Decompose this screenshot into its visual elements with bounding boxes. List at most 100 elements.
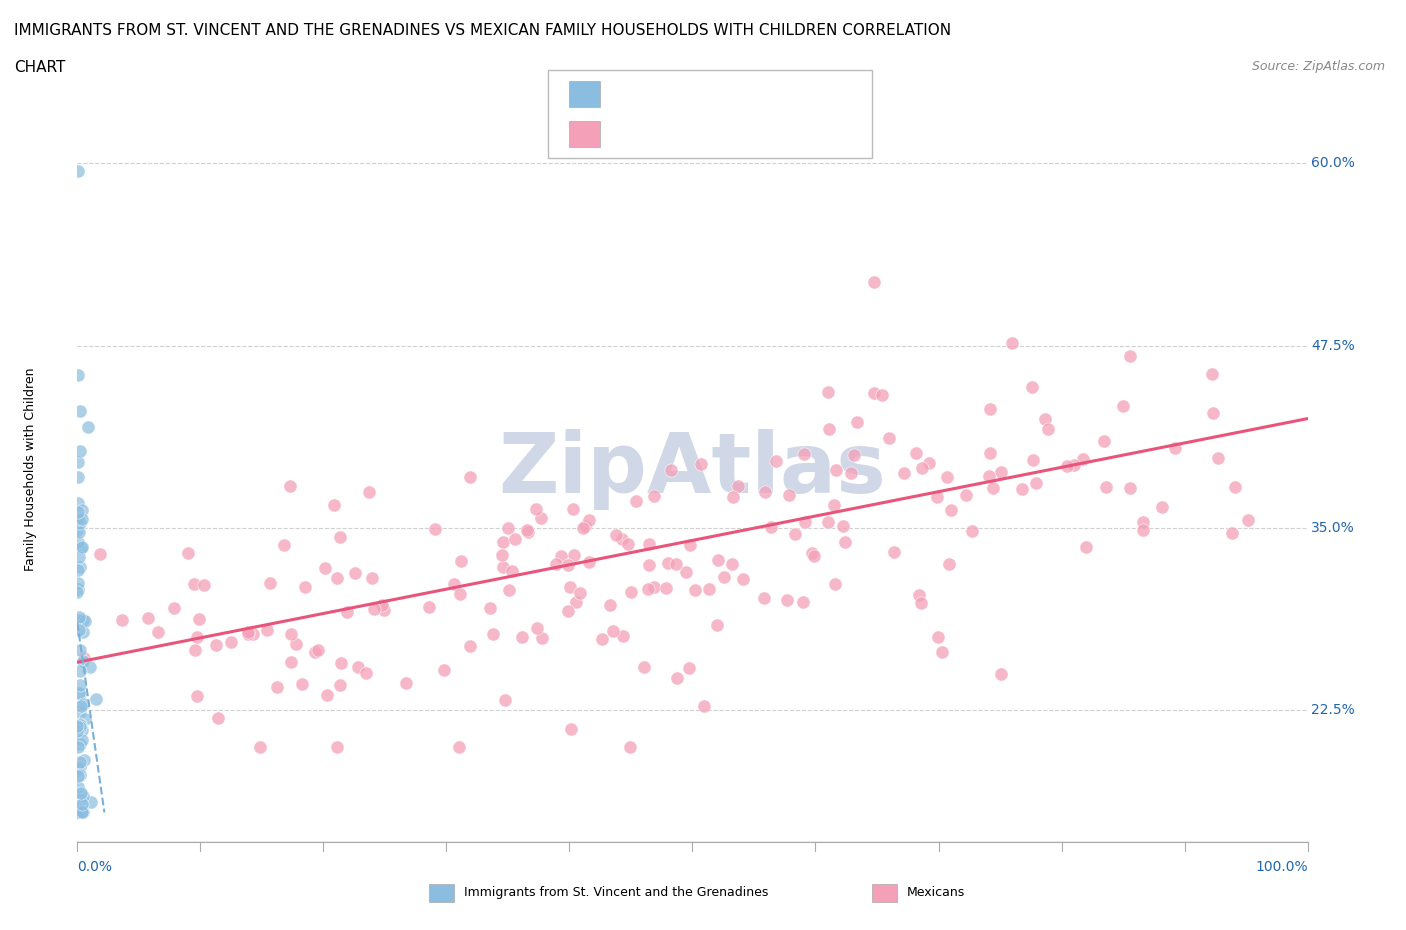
Point bbox=[776, 593, 799, 608]
Point bbox=[67, 512, 90, 526]
Point bbox=[67, 779, 90, 794]
Point bbox=[602, 623, 624, 638]
Point bbox=[498, 582, 520, 597]
Text: 35.0%: 35.0% bbox=[1312, 521, 1355, 535]
Point bbox=[72, 625, 94, 640]
Point bbox=[163, 601, 186, 616]
Point bbox=[273, 537, 295, 551]
Point bbox=[612, 532, 634, 547]
Point bbox=[578, 554, 600, 569]
Point bbox=[707, 553, 730, 568]
Point bbox=[66, 612, 89, 627]
Point bbox=[219, 635, 242, 650]
Point bbox=[817, 514, 839, 529]
Point bbox=[591, 631, 613, 646]
Point bbox=[361, 571, 384, 586]
Point bbox=[266, 680, 288, 695]
Point bbox=[205, 638, 228, 653]
Point bbox=[544, 556, 567, 571]
Point bbox=[66, 761, 89, 776]
Point bbox=[75, 711, 97, 726]
Point bbox=[69, 444, 91, 458]
Point bbox=[70, 805, 93, 820]
Point bbox=[562, 502, 585, 517]
Point bbox=[316, 687, 339, 702]
Point bbox=[713, 570, 735, 585]
Point bbox=[825, 463, 848, 478]
Point bbox=[1119, 349, 1142, 364]
Point bbox=[188, 611, 211, 626]
Point bbox=[69, 716, 91, 731]
Point bbox=[846, 415, 869, 430]
Point bbox=[395, 676, 418, 691]
Point bbox=[423, 522, 446, 537]
Point bbox=[721, 490, 744, 505]
Point bbox=[1206, 450, 1229, 465]
Point bbox=[831, 519, 853, 534]
Point bbox=[941, 502, 963, 517]
Point bbox=[643, 488, 665, 503]
Point bbox=[66, 495, 89, 510]
Point bbox=[111, 613, 134, 628]
Point bbox=[893, 466, 915, 481]
Point bbox=[359, 485, 381, 499]
Point bbox=[443, 577, 465, 591]
Text: 22.5%: 22.5% bbox=[1312, 703, 1355, 717]
Point bbox=[1201, 366, 1223, 381]
Point bbox=[356, 666, 378, 681]
Point bbox=[69, 755, 91, 770]
Point bbox=[834, 535, 856, 550]
Point bbox=[67, 535, 90, 550]
Point bbox=[678, 660, 700, 675]
Point bbox=[955, 487, 977, 502]
Point bbox=[557, 604, 579, 618]
Text: Mexicans: Mexicans bbox=[907, 886, 965, 899]
Point bbox=[617, 537, 640, 551]
Point bbox=[69, 705, 91, 720]
Point bbox=[883, 545, 905, 560]
Point bbox=[699, 581, 721, 596]
Point bbox=[605, 527, 627, 542]
Point bbox=[183, 577, 205, 591]
Point bbox=[242, 626, 264, 641]
Point bbox=[910, 595, 932, 610]
Point bbox=[1056, 458, 1078, 473]
Point bbox=[67, 505, 90, 520]
Point bbox=[184, 643, 207, 658]
Point bbox=[693, 698, 716, 713]
Point bbox=[599, 597, 621, 612]
Point bbox=[186, 688, 208, 703]
Point bbox=[817, 422, 839, 437]
Point bbox=[72, 512, 94, 526]
Point bbox=[66, 768, 89, 783]
Point bbox=[89, 547, 111, 562]
Point bbox=[1094, 433, 1116, 448]
Point bbox=[569, 585, 592, 600]
Point bbox=[510, 630, 533, 644]
Point bbox=[70, 805, 93, 820]
Point bbox=[844, 447, 866, 462]
Point bbox=[336, 604, 359, 619]
Point bbox=[478, 601, 501, 616]
Point bbox=[1025, 475, 1047, 490]
Point bbox=[981, 480, 1004, 495]
Point bbox=[67, 550, 90, 565]
Point bbox=[904, 445, 927, 460]
Point bbox=[69, 767, 91, 782]
Point bbox=[1225, 480, 1247, 495]
Point bbox=[1063, 458, 1085, 472]
Point bbox=[69, 642, 91, 657]
Point bbox=[373, 603, 395, 618]
Point bbox=[193, 578, 215, 592]
Point bbox=[69, 404, 91, 418]
Point bbox=[176, 546, 198, 561]
Point bbox=[492, 560, 515, 575]
Point bbox=[280, 655, 302, 670]
Point bbox=[80, 794, 103, 809]
Point bbox=[294, 579, 316, 594]
Point bbox=[817, 385, 839, 400]
Point bbox=[329, 656, 352, 671]
Point bbox=[624, 494, 647, 509]
Point bbox=[66, 163, 89, 178]
Point bbox=[496, 521, 519, 536]
